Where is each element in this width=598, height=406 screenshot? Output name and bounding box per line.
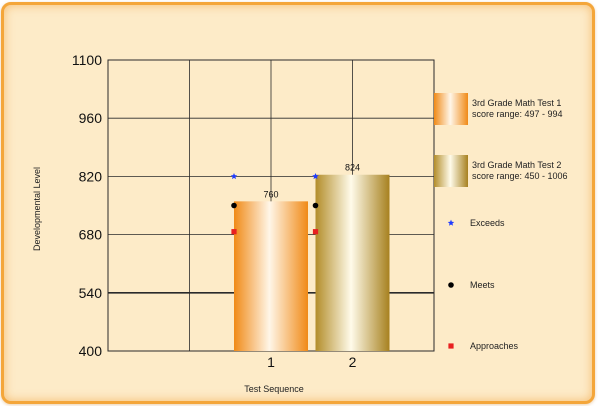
meets-marker (312, 202, 319, 209)
y-tick-label: 960 (79, 110, 103, 126)
legend-label: 3rd Grade Math Test 2 (472, 160, 561, 170)
bar-test-2 (315, 174, 390, 351)
approaches-marker (312, 229, 319, 235)
chart: 400 540 680 820 960 1100 1 2 Test Sequence Develo… (32, 52, 568, 394)
bar-test-1 (234, 201, 308, 351)
x-tick-label: 2 (349, 354, 357, 370)
x-axis-title: Test Sequence (244, 384, 304, 394)
approaches-marker (231, 229, 237, 235)
bar-value-label: 760 (263, 189, 278, 199)
y-tick-label: 820 (79, 168, 103, 184)
y-tick-label: 540 (79, 285, 103, 301)
legend-detail: score range: 450 - 1006 (472, 171, 568, 181)
legend-swatch-test-2 (434, 155, 468, 187)
y-axis-title: Developmental Level (32, 167, 42, 251)
legend-exceeds-marker (447, 219, 455, 226)
legend-label: 3rd Grade Math Test 1 (472, 98, 561, 108)
meets-marker (231, 202, 237, 209)
exceeds-marker (312, 173, 319, 180)
y-tick-label: 1100 (72, 52, 102, 68)
y-tick-label: 400 (79, 343, 103, 359)
bar-value-label: 824 (345, 163, 360, 173)
x-tick-label: 1 (267, 354, 275, 370)
legend-detail: score range: 497 - 994 (472, 109, 563, 119)
legend-label: Meets (470, 280, 495, 290)
legend-swatch-test-1 (434, 93, 468, 125)
exceeds-marker (230, 173, 238, 180)
legend-meets-marker (448, 282, 454, 288)
legend-label: Approaches (470, 341, 519, 351)
legend-label: Exceeds (470, 218, 505, 228)
legend-approaches-marker (448, 343, 454, 349)
y-tick-label: 680 (79, 227, 103, 243)
